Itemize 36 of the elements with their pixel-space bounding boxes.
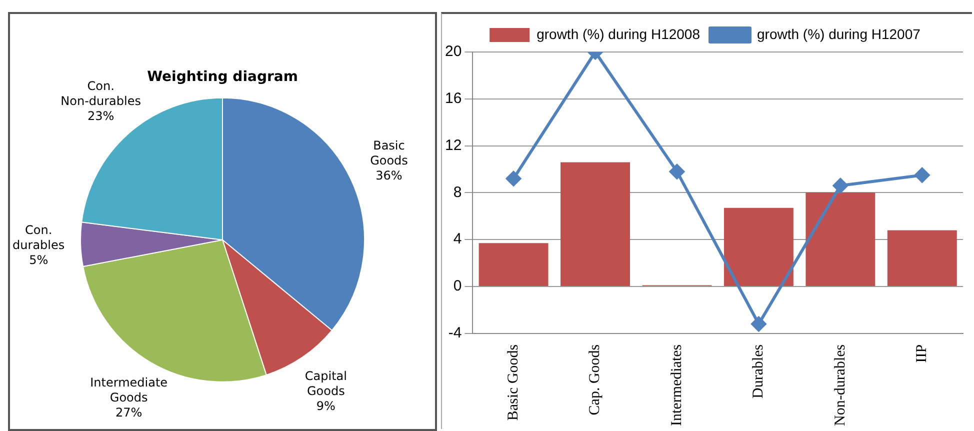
- x-tick-label: Intermediates: [668, 344, 685, 426]
- data-label: 27%: [116, 405, 142, 420]
- slice-label: Capital Goods: [304, 369, 347, 398]
- data-label: 9%: [316, 399, 336, 414]
- chart-title: Weighting diagram: [147, 69, 298, 86]
- y-tick-label: 4: [453, 230, 462, 248]
- legend-label: growth (%) during H12008: [536, 26, 700, 42]
- x-tick-label: Durables: [750, 344, 767, 399]
- y-tick-label: 8: [453, 184, 462, 201]
- slice-label: Intermediate Goods: [90, 375, 168, 404]
- point: [751, 316, 766, 332]
- data-label: 23%: [87, 109, 114, 124]
- slice-label: Con. durables: [12, 222, 65, 252]
- bar: [806, 192, 876, 286]
- slice-label: Basic Goods: [370, 138, 408, 168]
- y-tick-label: -4: [448, 324, 462, 342]
- point: [669, 164, 684, 180]
- bar: [478, 243, 548, 286]
- point: [832, 178, 848, 194]
- data-label: 36%: [376, 168, 402, 183]
- point: [506, 171, 522, 186]
- point: [914, 168, 930, 183]
- x-tick-label: Basic Goods: [505, 344, 522, 421]
- y-tick-label: 20: [444, 43, 462, 60]
- slice-label: Con. Non-durables: [60, 79, 141, 108]
- data-label: 5%: [29, 252, 48, 267]
- y-tick-label: 16: [444, 90, 462, 108]
- x-tick-label: IIP: [914, 344, 930, 363]
- y-tick-label: 12: [444, 136, 462, 154]
- bar: [887, 230, 957, 286]
- y-tick-label: 0: [453, 278, 462, 295]
- bar: [724, 208, 794, 286]
- legend-label: growth (%) during H12007: [757, 26, 921, 42]
- x-tick-label: Non-durables: [832, 344, 848, 426]
- x-tick-label: Cap. Goods: [587, 344, 604, 416]
- bar: [560, 162, 630, 286]
